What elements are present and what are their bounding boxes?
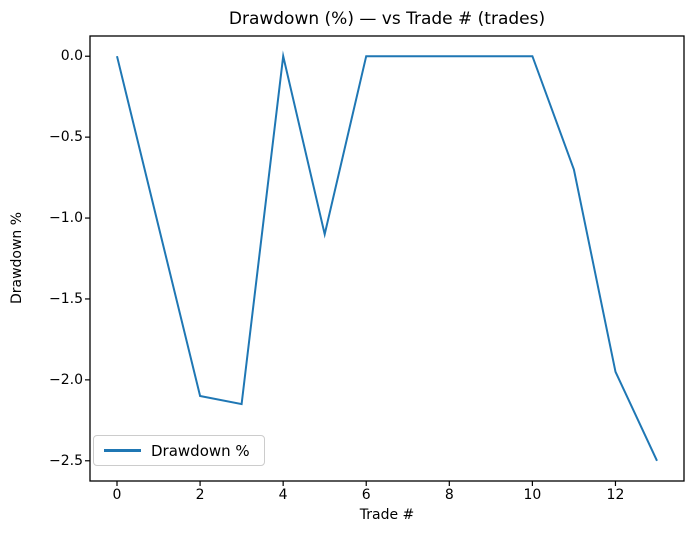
- y-tick-label: −2.0: [49, 371, 83, 388]
- drawdown-line: [116, 50, 658, 462]
- x-tick-label: 8: [444, 487, 454, 503]
- x-tick-label: 2: [195, 487, 205, 503]
- y-tick-label: −1.5: [49, 290, 83, 307]
- y-axis-label: Drawdown %: [9, 211, 25, 305]
- x-tick-label: 12: [606, 487, 625, 503]
- y-tick-label: −0.5: [49, 129, 83, 146]
- axes-spines: [89, 35, 685, 482]
- x-tick-label: 0: [112, 487, 122, 503]
- x-tick-label: 6: [361, 487, 371, 503]
- x-tick-label: 10: [523, 487, 542, 503]
- y-tick-label: −1.0: [49, 210, 83, 227]
- y-tick-label: 0.0: [60, 48, 83, 65]
- x-tick-label: 4: [278, 487, 288, 503]
- y-tick-label: −2.5: [49, 452, 83, 469]
- legend: Drawdown %: [93, 435, 265, 466]
- legend-label: Drawdown %: [151, 441, 250, 460]
- chart-title: Drawdown (%) — vs Trade # (trades): [228, 9, 546, 29]
- legend-line-sample: [104, 449, 141, 452]
- x-axis-label: Trade #: [359, 507, 415, 523]
